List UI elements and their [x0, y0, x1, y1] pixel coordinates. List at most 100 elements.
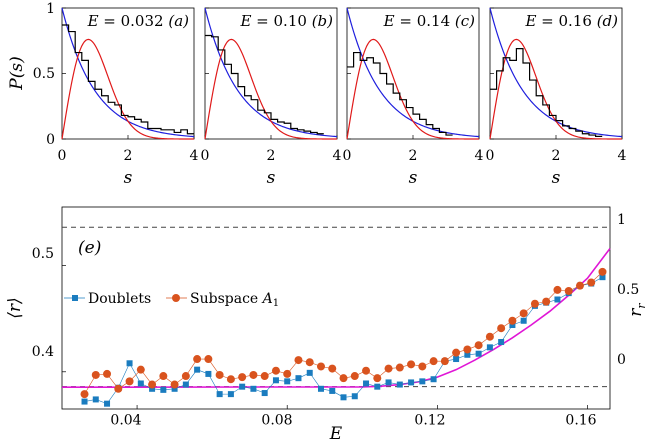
subspace-point — [440, 357, 449, 366]
panel-a-xtick-0: 0 — [58, 148, 67, 164]
panel-c-goe-curve — [346, 38, 479, 140]
doublets-point — [261, 390, 268, 397]
subspace-point — [564, 286, 573, 295]
doublets-point — [160, 386, 167, 393]
subspace-point — [575, 281, 584, 290]
subspace-point — [418, 362, 427, 371]
panel-d: E = 0.16 (d) 0 2 4 s — [486, 7, 627, 188]
panel-b-xtick-0: 0 — [201, 148, 210, 164]
panel-e-ytick-1: 0.5 — [32, 246, 54, 262]
doublets-point — [554, 296, 561, 303]
doublets-point — [194, 366, 201, 373]
subspace-point — [181, 372, 190, 381]
doublets-point — [149, 385, 156, 392]
subspace-point — [170, 380, 179, 389]
panel-c-histogram — [347, 51, 453, 136]
panel-d-xtick-1: 2 — [552, 148, 561, 164]
subspace-series — [80, 267, 607, 399]
subspace-point — [148, 380, 157, 389]
legend-subspace-label: Subspace A1 — [190, 291, 279, 309]
panel-a-ytick-1: 0.5 — [33, 66, 55, 82]
panel-a-ytick-2: 1 — [46, 1, 55, 17]
doublets-point — [81, 398, 88, 405]
panel-e-xtick-2: 0.12 — [414, 413, 445, 429]
doublets-point — [520, 317, 527, 324]
panel-d-xtick-0: 0 — [486, 148, 495, 164]
panel-d-xlabel: s — [552, 168, 561, 188]
subspace-point — [339, 374, 348, 383]
doublets-point — [182, 381, 189, 388]
panel-e-y2tick-0: 0 — [617, 352, 626, 368]
doublets-point — [137, 380, 144, 387]
doublets-point — [340, 394, 347, 401]
doublets-point — [374, 383, 381, 390]
doublets-point — [104, 400, 111, 407]
doublets-point — [430, 376, 437, 383]
panel-c-title: E = 0.14 (c) — [383, 12, 475, 30]
panel-e-label: (e) — [78, 238, 101, 258]
doublets-point — [498, 339, 505, 346]
panel-e-xtick-0: 0.04 — [110, 413, 141, 429]
panel-a-title: E = 0.032 (a) — [87, 12, 190, 30]
subspace-point — [587, 278, 596, 287]
subspace-point — [350, 372, 359, 381]
panel-d-xtick-2: 4 — [618, 148, 627, 164]
subspace-point — [283, 369, 292, 378]
subspace-point — [193, 355, 202, 364]
legend: Doublets Subspace A1 — [64, 291, 279, 309]
subspace-point — [204, 355, 213, 364]
subspace-point — [238, 373, 247, 382]
panel-c-xtick-1: 2 — [409, 148, 418, 164]
doublets-point — [227, 391, 234, 398]
panel-e-xtick-1: 0.08 — [261, 413, 292, 429]
panel-a-xtick-1: 2 — [124, 148, 133, 164]
doublets-point — [419, 378, 426, 385]
doublets-point — [239, 383, 246, 390]
panel-c-xlabel: s — [409, 168, 418, 188]
doublets-point — [396, 381, 403, 388]
doublets-point — [317, 385, 324, 392]
panel-a-plot-area — [61, 7, 195, 140]
subspace-point — [159, 372, 168, 381]
panel-e-ylabel: ⟨r⟩ — [5, 297, 25, 318]
panel-b-xtick-2: 4 — [333, 148, 342, 164]
panel-e-xtick-3: 0.16 — [565, 413, 596, 429]
subspace-point — [474, 341, 483, 350]
subspace-point — [429, 357, 438, 366]
panel-d-title: E = 0.16 (d) — [524, 12, 618, 30]
subspace-point — [305, 358, 314, 367]
doublets-point — [408, 379, 415, 386]
panel-b-goe-curve — [204, 38, 337, 140]
panel-b-xtick-1: 2 — [267, 148, 276, 164]
doublets-line — [84, 276, 603, 405]
subspace-point — [463, 345, 472, 354]
subspace-point — [136, 365, 145, 374]
panel-e-tick-marks — [62, 265, 588, 409]
legend-subspace-marker — [172, 294, 180, 302]
subspace-point — [316, 362, 325, 371]
doublets-point — [205, 370, 212, 377]
subspace-point — [497, 324, 506, 333]
panel-c-xtick-2: 4 — [475, 148, 484, 164]
panel-a-histogram — [62, 24, 194, 135]
subspace-point — [452, 348, 461, 357]
subspace-point — [508, 316, 517, 325]
panel-c: E = 0.14 (c) 0 2 4 s — [343, 7, 484, 188]
subspace-point — [114, 384, 123, 393]
doublets-point — [453, 356, 460, 363]
panel-a: E = 0.032 (a) P(s) 0 0.5 1 0 2 4 s — [7, 1, 199, 188]
doublets-point — [306, 369, 313, 376]
subspace-point — [91, 370, 100, 379]
doublets-point — [295, 375, 302, 382]
panel-a-ytick-0: 0 — [46, 132, 55, 148]
panel-e-y2tick-1: 0.5 — [617, 282, 639, 298]
panel-e: (e) ⟨r⟩ rr 0.4 0.5 0 0.5 1 0.04 0.08 0.1… — [5, 206, 648, 444]
panel-a-goe-curve — [61, 38, 194, 140]
legend-doublets-marker — [72, 295, 78, 301]
subspace-point — [226, 375, 235, 384]
panel-e-fit-curve — [61, 247, 611, 389]
subspace-point — [395, 363, 404, 372]
doublets-point — [486, 344, 493, 351]
subspace-point — [80, 390, 89, 399]
